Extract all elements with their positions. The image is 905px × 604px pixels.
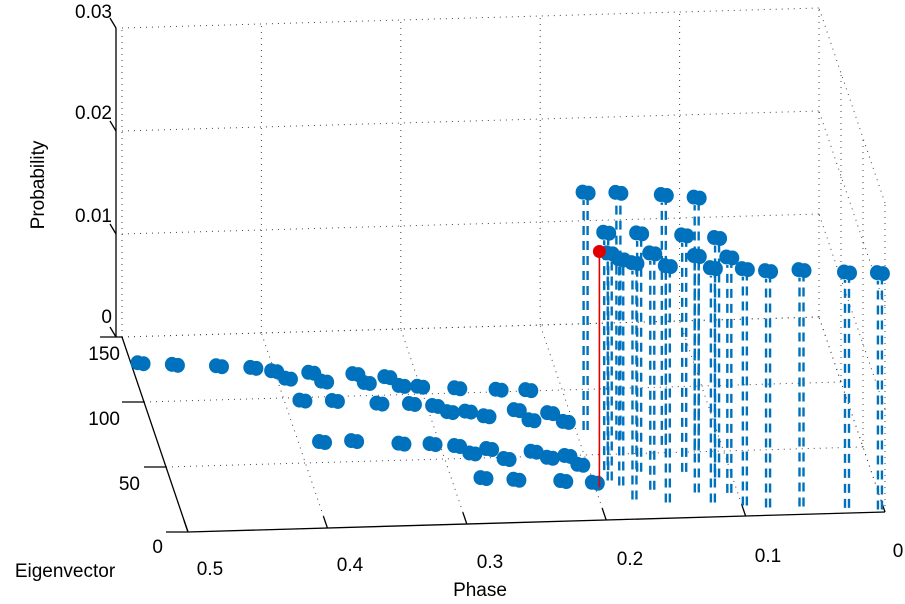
data-point: [416, 379, 431, 395]
side-wall-gridline: [818, 7, 886, 204]
data-point: [320, 374, 335, 390]
data-point: [397, 378, 412, 394]
y-axis-label: Eigenvector: [15, 561, 116, 582]
x-tick: [322, 516, 329, 529]
data-point: [445, 405, 460, 421]
floor-gridline: [679, 320, 747, 517]
data-point: [708, 261, 723, 277]
data-point: [692, 190, 707, 206]
data-point: [170, 357, 185, 373]
x-tick: [462, 512, 468, 525]
z-tick: [109, 17, 117, 29]
data-point: [428, 437, 443, 453]
data-point: [468, 446, 483, 462]
data-point: [407, 397, 422, 412]
back-wall-gridline: [121, 316, 820, 338]
data-point: [397, 436, 412, 452]
data-point: [635, 226, 650, 242]
data-point: [527, 413, 542, 429]
x-tick-label: 0: [893, 541, 904, 562]
data-point: [663, 259, 678, 275]
x-axis-line: [187, 511, 886, 533]
data-point: [494, 382, 509, 398]
x-tick: [741, 504, 747, 517]
data-point: [479, 471, 494, 487]
x-tick-label: 0.2: [617, 549, 643, 570]
data-point: [512, 403, 527, 419]
data-point: [463, 404, 478, 420]
data-point: [375, 396, 390, 412]
x-tick: [183, 520, 189, 533]
z-tick-label: 0.01: [75, 206, 112, 227]
data-point: [546, 406, 561, 422]
data-point: [283, 371, 298, 387]
side-wall-gridline: [818, 110, 886, 307]
data-point: [249, 360, 264, 376]
x-tick: [601, 508, 607, 521]
data-point: [524, 383, 539, 399]
data-point: [502, 452, 517, 468]
x-axis-label: Phase: [453, 580, 507, 599]
z-tick: [109, 326, 117, 338]
back-wall-gridline: [121, 7, 820, 29]
data-point: [740, 262, 755, 278]
data-point: [797, 263, 812, 279]
data-point: [512, 472, 527, 488]
z-tick-label: 0.02: [75, 103, 112, 124]
z-tick-label: 0: [101, 307, 112, 328]
side-wall-gridline: [818, 213, 886, 410]
data-point: [330, 393, 345, 409]
data-point: [725, 250, 740, 266]
data-point: [559, 474, 574, 490]
data-point: [692, 249, 707, 265]
data-point: [318, 435, 333, 451]
data-point: [713, 230, 728, 246]
data-point: [362, 375, 377, 391]
data-point: [485, 442, 500, 458]
data-point: [545, 450, 560, 466]
data-point: [561, 414, 576, 430]
z-tick: [109, 120, 117, 132]
data-point: [680, 228, 695, 244]
y-tick-label: 50: [119, 474, 140, 495]
axes: [100, 17, 886, 533]
data-point: [298, 393, 313, 409]
x-tick-label: 0.5: [197, 559, 223, 580]
data-point: [350, 434, 365, 450]
floor-gridline: [400, 328, 468, 525]
data-point: [214, 359, 229, 375]
data-point: [764, 264, 779, 280]
data-point: [602, 225, 617, 241]
z-tick: [109, 223, 117, 235]
x-tick-label: 0.4: [337, 555, 364, 576]
side-wall-gridline: [818, 316, 886, 513]
x-tick-label: 0.3: [477, 552, 503, 573]
z-axis-label: Probability: [28, 140, 49, 229]
back-wall-gridline: [121, 110, 820, 132]
data-point: [614, 185, 629, 201]
back-wall-gridline: [121, 213, 820, 235]
data-point: [875, 266, 890, 282]
data-point: [590, 475, 605, 491]
data-point: [453, 381, 468, 397]
data-point: [648, 246, 663, 262]
data-point: [630, 256, 645, 272]
data-point: [842, 265, 857, 281]
data-point: [659, 188, 674, 204]
tick-labels: 0 0.01 0.02 0.03 0 50 100 150 0 0.1 0.2 …: [15, 2, 904, 601]
y-axis-line: [121, 336, 189, 533]
data-point: [482, 409, 497, 425]
y-tick-label: 100: [88, 409, 120, 430]
z-tick-label: 0.03: [75, 2, 112, 23]
highlight-point: [592, 245, 606, 259]
x-tick-label: 0.1: [755, 546, 781, 567]
data-point: [136, 356, 151, 372]
floor-gridline: [260, 332, 328, 529]
y-tick-label: 0: [152, 537, 163, 558]
y-tick-label: 150: [88, 344, 120, 365]
data-point: [576, 457, 591, 473]
data-point: [581, 185, 596, 201]
data-marks: [130, 184, 890, 510]
